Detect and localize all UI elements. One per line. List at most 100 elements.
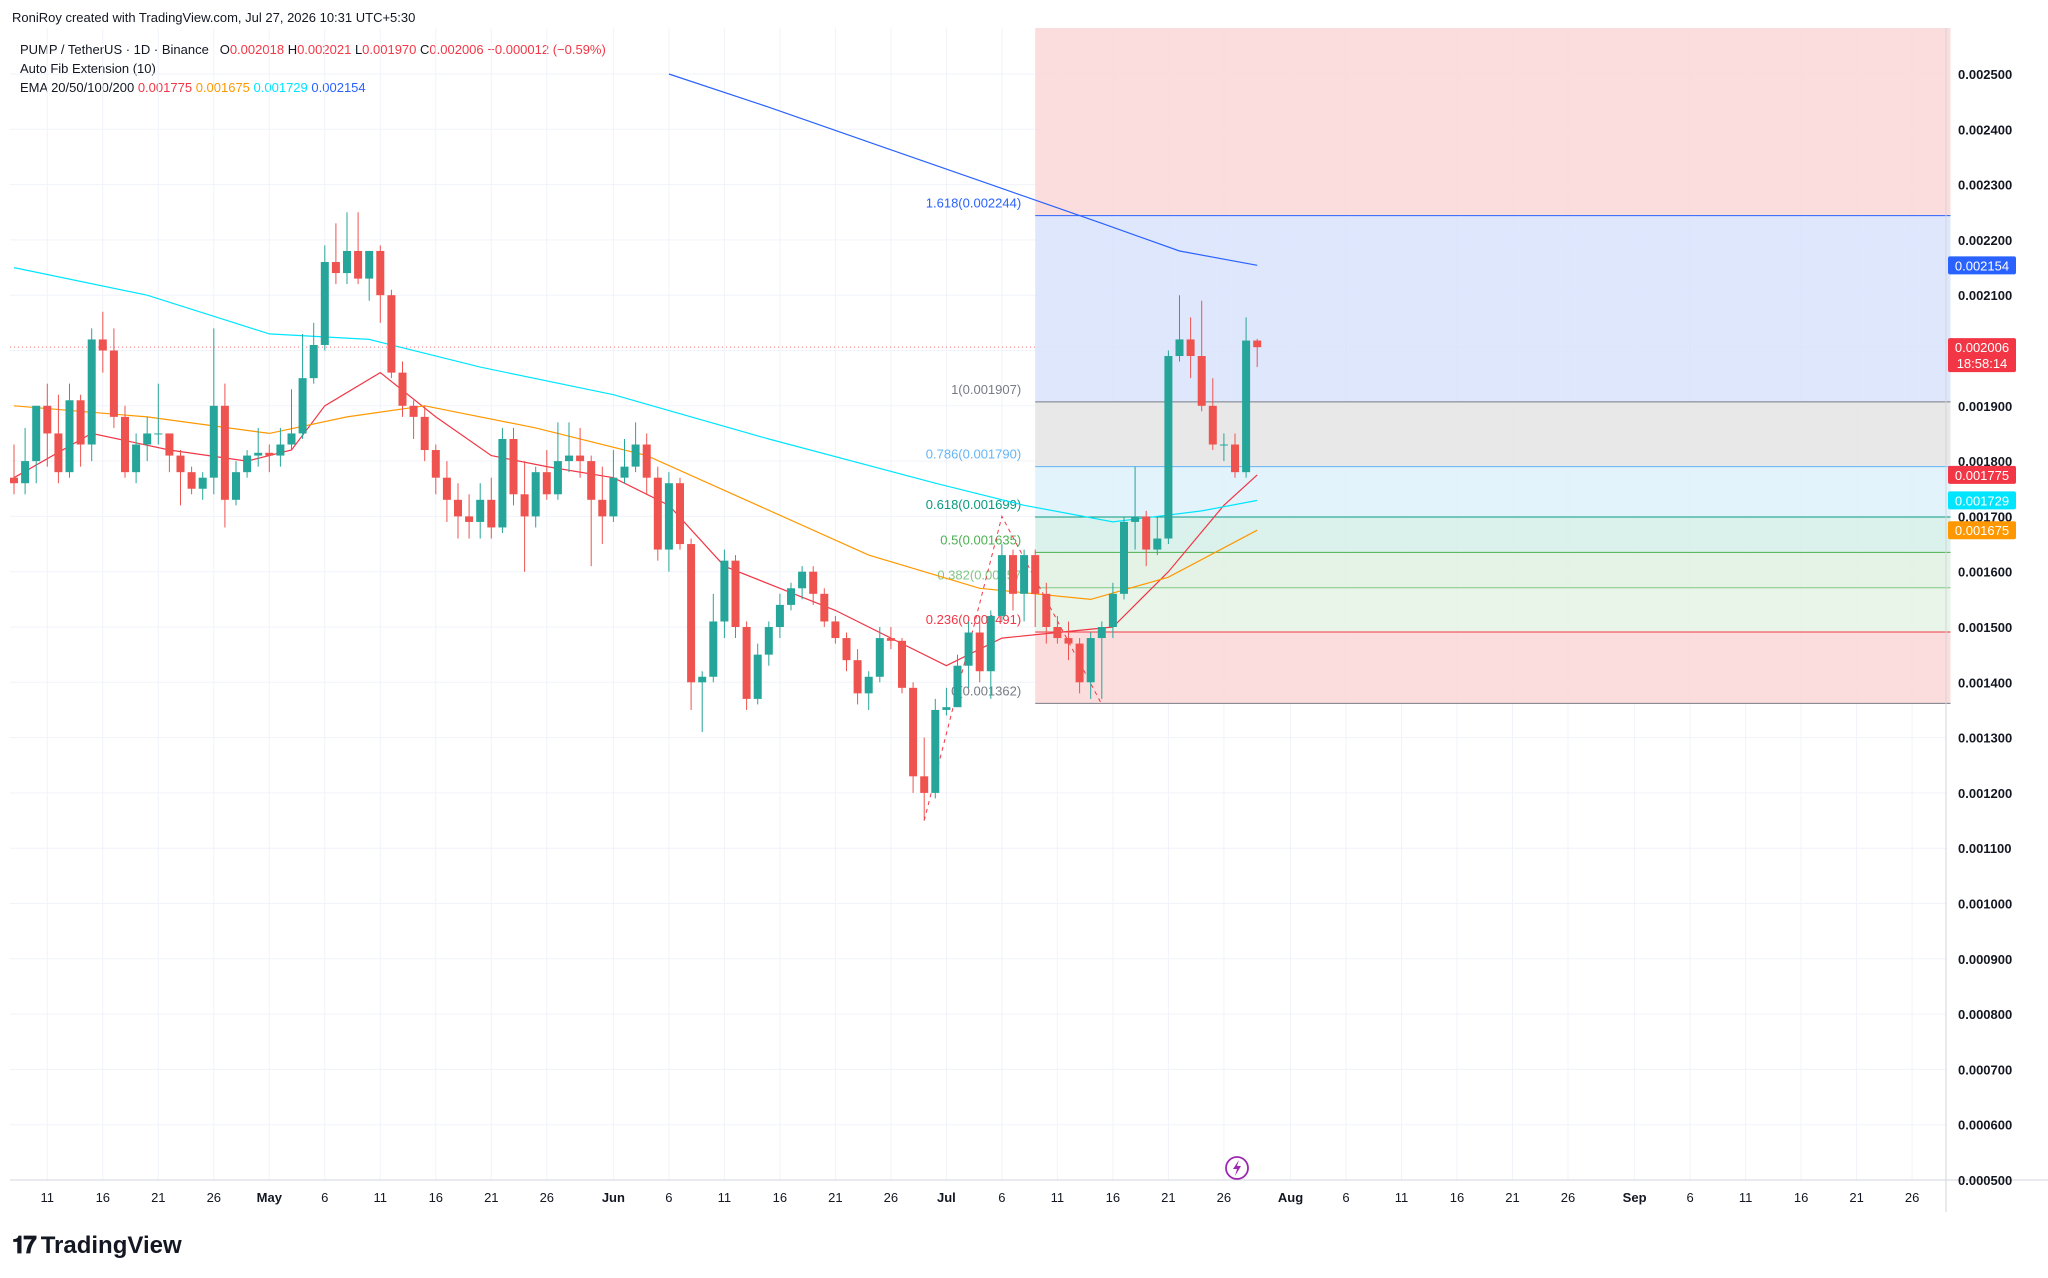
fib-zone [1035, 631, 1951, 704]
y-tick-label: 0.001700 [1958, 509, 2012, 524]
flash-icon[interactable] [1225, 1156, 1249, 1180]
candle-body [1153, 538, 1162, 550]
x-tick-label: 26 [1217, 1190, 1231, 1205]
candle [376, 245, 385, 323]
candle [1164, 350, 1173, 545]
ema20-value: 0.001775 [137, 80, 193, 95]
candle [509, 427, 518, 506]
candle-body [542, 472, 551, 495]
x-tick-label: 26 [207, 1190, 221, 1205]
candle-body [731, 560, 740, 627]
candle [54, 394, 63, 484]
candle [43, 383, 52, 467]
fib-indicator-name[interactable]: Auto Fib Extension (10) [20, 61, 156, 76]
candle-body [54, 433, 63, 473]
candle-body [354, 250, 363, 279]
y-tick-label: 0.001000 [1958, 897, 2012, 912]
open-label: O [219, 42, 230, 57]
fib-indicator-row[interactable]: Auto Fib Extension (10) [20, 59, 606, 78]
candle-body [764, 627, 773, 655]
candle-body [1208, 405, 1217, 445]
candle [365, 250, 374, 301]
candle [698, 671, 707, 733]
candle [1031, 549, 1040, 627]
candle-body [620, 466, 629, 478]
y-tick-label: 0.002300 [1958, 178, 2012, 193]
candle [798, 566, 807, 600]
candle [387, 289, 396, 379]
x-tick-label: 16 [1450, 1190, 1464, 1205]
candle-body [132, 444, 141, 473]
x-tick-label: 11 [374, 1190, 388, 1205]
symbol-row[interactable]: PUMP / TetherUS · 1D · Binance O0.002018… [20, 40, 606, 59]
x-tick-label: 6 [321, 1190, 328, 1205]
candle-body [509, 438, 518, 495]
y-tick-label: 0.000700 [1958, 1062, 2012, 1077]
candle-body [87, 339, 96, 445]
candle [942, 687, 951, 716]
candle-body [109, 350, 118, 417]
candle [565, 422, 573, 473]
candle [953, 654, 962, 708]
candle [143, 416, 152, 462]
candle [265, 444, 274, 473]
fib-zone [1035, 587, 1951, 632]
candle [465, 494, 474, 539]
price-tag-bg [1948, 465, 2016, 484]
candle [1142, 510, 1151, 567]
candle [909, 682, 918, 793]
candle-body [243, 455, 252, 473]
candle [165, 433, 174, 473]
candle-body [98, 339, 107, 351]
candle-body [720, 560, 729, 622]
x-tick-label: 16 [1794, 1190, 1808, 1205]
candle-body [387, 295, 396, 373]
candle [642, 433, 651, 495]
close-label: C [420, 42, 430, 57]
y-tick-label: 0.001200 [1958, 786, 2012, 801]
candle [553, 422, 562, 500]
x-tick-label: 16 [429, 1190, 443, 1205]
candle [65, 383, 74, 478]
candle [442, 461, 451, 522]
candle [21, 427, 30, 495]
y-tick-label: 0.000800 [1958, 1007, 2012, 1022]
candle [709, 593, 718, 683]
candle-body [775, 604, 784, 627]
candle-body [143, 433, 152, 445]
candle-body [454, 499, 462, 517]
candle [986, 610, 995, 699]
candle [975, 615, 984, 683]
candle [409, 400, 418, 439]
candle-body [676, 483, 684, 545]
candle-body [709, 621, 718, 677]
candle-body [476, 499, 485, 522]
x-tick-label: 16 [773, 1190, 787, 1205]
ema-indicator-name[interactable]: EMA 20/50/100/200 [20, 80, 135, 95]
candle [742, 621, 751, 710]
candle [1253, 338, 1262, 368]
chart-credit: RoniRoy created with TradingView.com, Ju… [12, 10, 416, 25]
y-tick-label: 0.000600 [1958, 1118, 2012, 1133]
candle-body [442, 477, 451, 500]
candle-body [465, 516, 474, 522]
x-tick-label: 21 [828, 1190, 842, 1205]
candle [820, 588, 829, 627]
candle-body [997, 555, 1006, 616]
candle [454, 483, 462, 539]
y-tick-label: 0.002100 [1958, 288, 2012, 303]
candle-body [986, 615, 995, 672]
x-tick-label: 6 [998, 1190, 1005, 1205]
ema-line [13, 267, 1258, 523]
candle-body [753, 654, 762, 699]
fib-level-label: 1(0.001907) [951, 382, 1021, 397]
symbol-name[interactable]: PUMP / TetherUS · 1D · Binance [20, 42, 209, 57]
candle-body [43, 405, 52, 434]
candle-body [931, 709, 940, 793]
y-tick-label: 0.002400 [1958, 122, 2012, 137]
tradingview-brand[interactable]: 𝟏𝟕 TradingView [12, 1232, 182, 1260]
y-tick-label: 0.001600 [1958, 565, 2012, 580]
fib-level-label: 0(0.001362) [951, 683, 1021, 698]
candle [576, 427, 585, 478]
